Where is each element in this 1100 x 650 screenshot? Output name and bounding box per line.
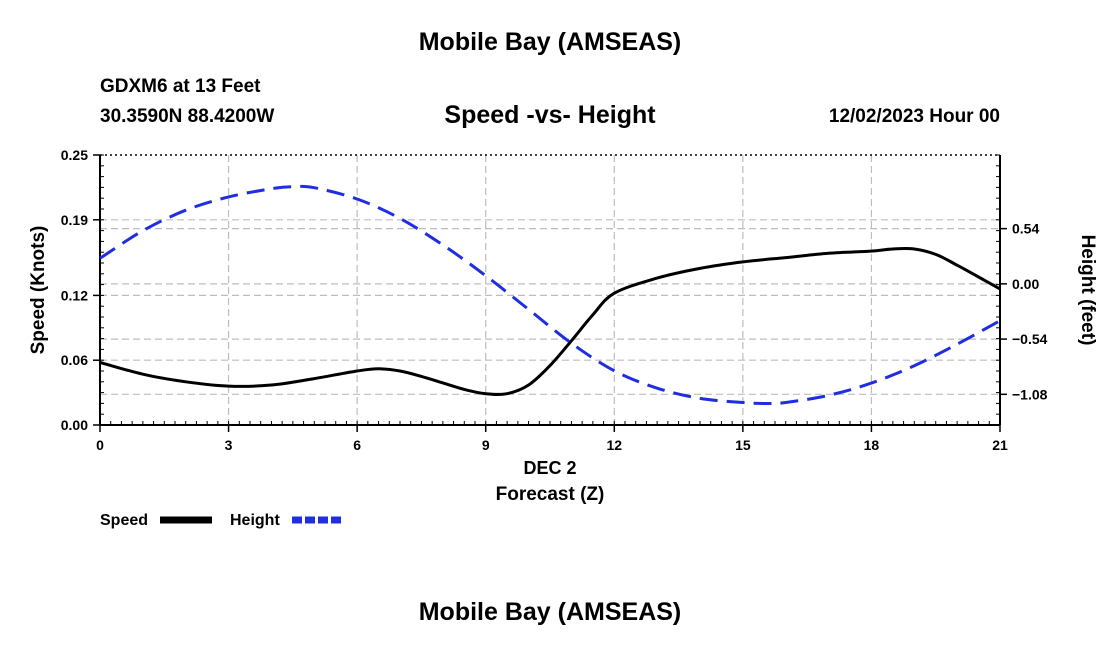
x-axis-date-label: DEC 2 xyxy=(523,458,576,478)
left-axis-label: Speed (Knots) xyxy=(28,226,49,355)
left-tick-label: 0.19 xyxy=(61,212,88,228)
chart-title: Speed -vs- Height xyxy=(444,101,656,129)
x-tick-label: 0 xyxy=(96,437,104,453)
x-tick-label: 12 xyxy=(606,437,622,453)
right-axis-label: Height (feet) xyxy=(1077,235,1098,346)
left-tick-label: 0.25 xyxy=(61,147,88,163)
right-tick-label: 0.00 xyxy=(1012,276,1039,292)
right-tick-label: −0.54 xyxy=(1012,331,1048,347)
left-tick-label: 0.00 xyxy=(61,417,88,433)
x-tick-label: 21 xyxy=(992,437,1008,453)
left-tick-label: 0.12 xyxy=(61,287,88,303)
right-tick-label: 0.54 xyxy=(1012,221,1039,237)
x-tick-label: 9 xyxy=(482,437,490,453)
x-tick-label: 6 xyxy=(353,437,361,453)
left-tick-label: 0.06 xyxy=(61,352,88,368)
station-label: GDXM6 at 13 Feet xyxy=(100,76,261,97)
x-axis-label: Forecast (Z) xyxy=(496,484,605,505)
page-title-repeat: Mobile Bay (AMSEAS) xyxy=(418,598,682,626)
datetime-label: 12/02/2023 Hour 00 xyxy=(828,106,1000,127)
page-title: Mobile Bay (AMSEAS) xyxy=(418,28,682,56)
speed-series-line xyxy=(99,246,1001,396)
right-tick-label: −1.08 xyxy=(1012,386,1048,402)
x-tick-label: 18 xyxy=(864,437,880,453)
x-tick-label: 15 xyxy=(735,437,751,453)
legend-height-label: Height xyxy=(230,512,280,529)
coordinates-label: 30.3590N 88.4200W xyxy=(100,106,275,127)
legend-speed-label: Speed xyxy=(100,512,148,529)
x-tick-label: 3 xyxy=(225,437,233,453)
